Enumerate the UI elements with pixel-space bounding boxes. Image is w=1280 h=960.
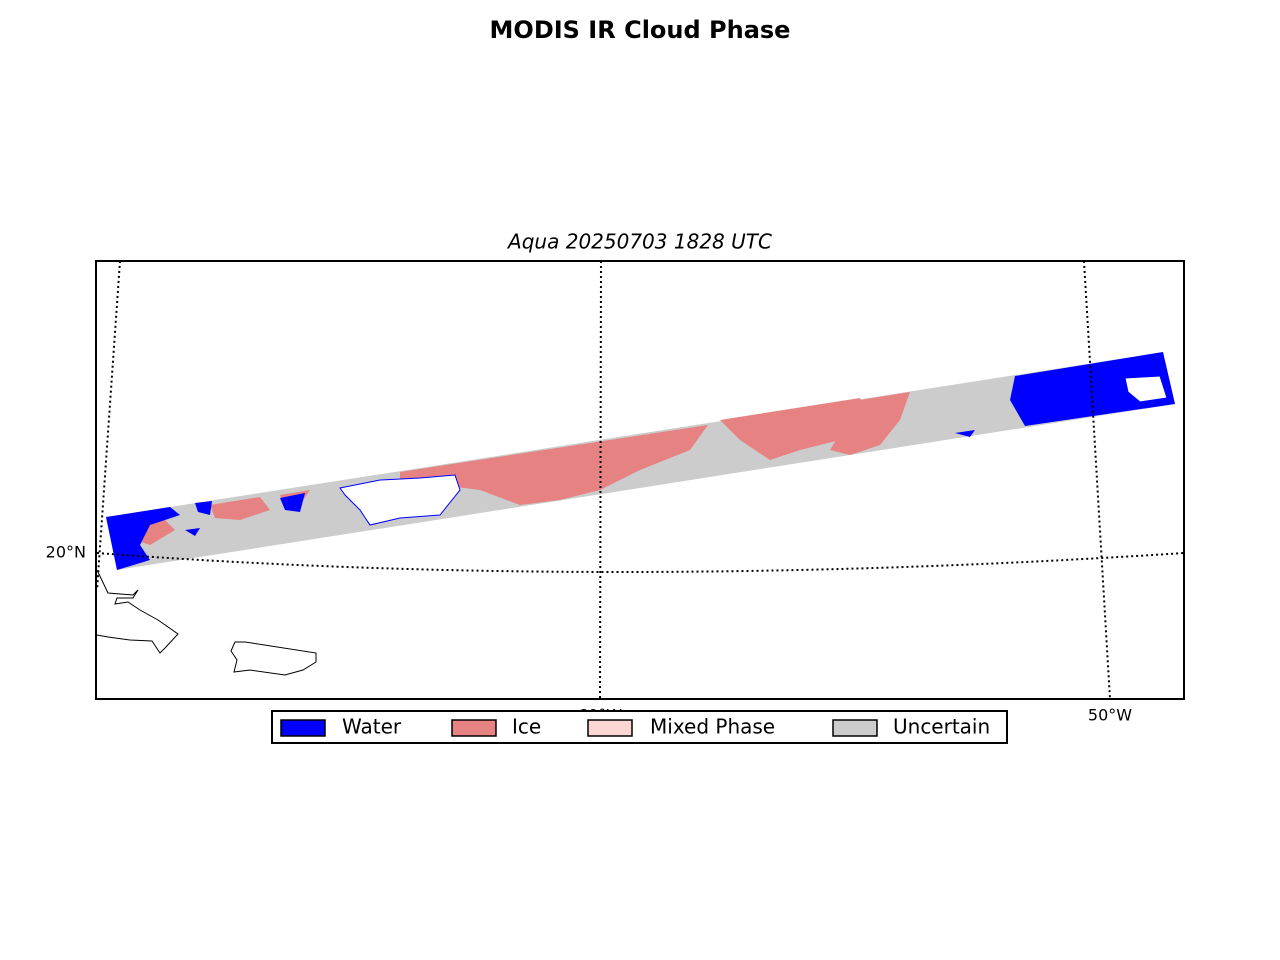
legend-label: Uncertain	[893, 715, 990, 739]
coastline	[230, 641, 317, 676]
subtitle: Aqua 20250703 1828 UTC	[506, 230, 772, 254]
water-patch	[185, 528, 200, 536]
meridian	[1083, 261, 1111, 699]
clear-patch	[1124, 375, 1168, 403]
water-patch	[280, 493, 305, 512]
legend-box	[271, 710, 1008, 744]
legend-swatch	[280, 719, 326, 737]
meridian	[599, 261, 602, 699]
legend-swatch	[451, 719, 497, 737]
water-patch	[106, 507, 180, 570]
lat-label: 20°N	[46, 543, 86, 562]
water-patch	[195, 501, 212, 515]
legend-swatch	[832, 719, 878, 737]
ice-patch	[830, 392, 910, 455]
legend-label: Water	[342, 715, 402, 739]
clear-patch	[339, 474, 461, 526]
graticule	[96, 261, 1184, 699]
swath	[106, 352, 1175, 570]
title: MODIS IR Cloud Phase	[490, 16, 791, 44]
water-patch	[1010, 352, 1175, 426]
legend-swatch	[587, 719, 633, 737]
legend: Water Ice Mixed Phase Uncertain	[271, 710, 1008, 744]
ice-patch	[720, 398, 870, 460]
ice-patch	[400, 425, 708, 505]
water-patch	[955, 430, 975, 437]
coastline	[96, 569, 179, 654]
ice-patch	[210, 497, 270, 520]
lon-label: 50°W	[1088, 706, 1132, 725]
map-frame	[95, 260, 1185, 700]
coastlines	[96, 569, 317, 676]
legend-label: Mixed Phase	[650, 715, 775, 739]
legend-label: Ice	[512, 715, 541, 739]
